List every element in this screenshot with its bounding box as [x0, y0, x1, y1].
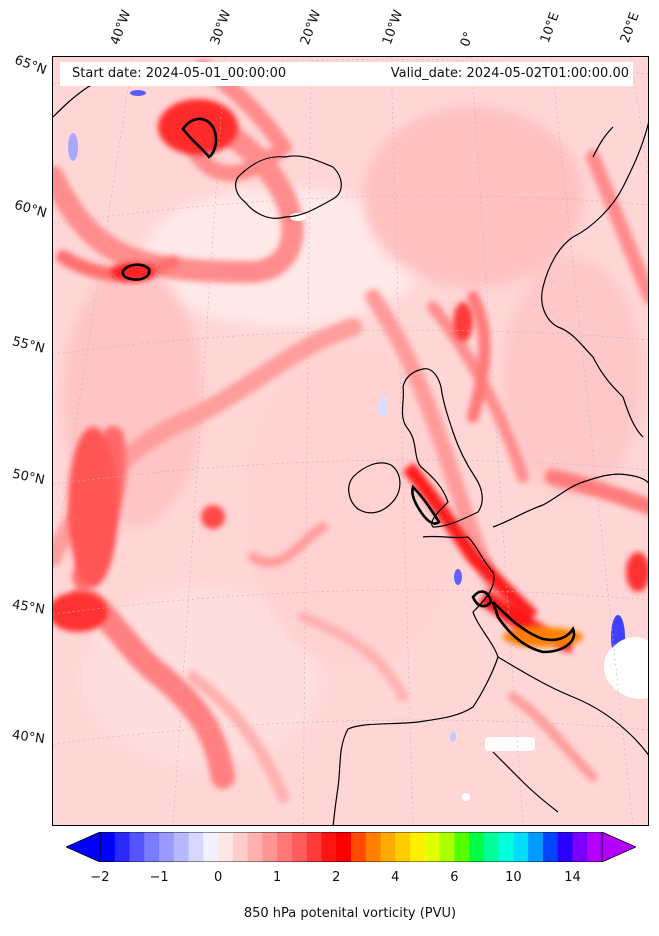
pv-field-map — [53, 57, 648, 825]
colorbar-tick-label: 10 — [505, 870, 522, 885]
great-britain-coast — [401, 368, 483, 528]
colorbar-tick-label: 2 — [332, 870, 341, 885]
colorbar-cell — [469, 832, 485, 862]
colorbar-tick-label: 14 — [564, 870, 581, 885]
colorbar-cell — [232, 832, 249, 862]
colorbar-cell — [306, 832, 322, 862]
colorbar-max-extend — [601, 832, 636, 862]
lon-label-0: 0° — [457, 29, 478, 49]
colorbar-cell — [557, 832, 573, 862]
colorbar-cell — [203, 832, 219, 862]
masked-terrain — [290, 213, 648, 801]
scandinavia-coast — [541, 122, 648, 438]
lon-label-10e: 10°E — [537, 10, 563, 46]
colorbar-cell — [129, 832, 145, 862]
colorbar-cell — [587, 832, 603, 862]
colorbar-cell — [410, 832, 426, 862]
colorbar-tick-label: −1 — [149, 870, 169, 885]
colorbar-cell — [380, 832, 396, 862]
mediterranean-coast — [497, 656, 648, 756]
colorbar-cell — [483, 832, 500, 862]
lat-label-50n: 50°N — [10, 466, 46, 489]
colorbar-cell — [498, 832, 514, 862]
colorbar-cell — [528, 832, 544, 862]
colorbar-cell — [513, 832, 529, 862]
lat-label-45n: 45°N — [10, 597, 46, 618]
colorbar-cell — [144, 832, 160, 862]
colorbar-outline — [99, 832, 603, 862]
colorbar-cell — [351, 832, 367, 862]
lat-label-65n: 65°N — [12, 52, 49, 79]
colorbar-cell — [100, 832, 116, 862]
colorbar-cell — [454, 832, 470, 862]
colorbar-cell — [572, 832, 588, 862]
header-banner: Start date: 2024-05-01_00:00:00 Valid_da… — [60, 62, 633, 86]
map-panel[interactable] — [52, 56, 649, 826]
colorbar-cell — [114, 832, 131, 862]
coastlines — [53, 76, 648, 825]
colorbar-cell — [262, 832, 278, 862]
lon-label-40w: 40°W — [107, 8, 135, 47]
lon-label-30w: 30°W — [207, 8, 235, 47]
colorbar-tick-label: −2 — [90, 870, 110, 885]
colorbar-title: 850 hPa potenital vorticity (PVU) — [243, 906, 457, 921]
colorbar — [66, 832, 636, 862]
lat-label-60n: 60°N — [12, 197, 49, 222]
colorbar-cell — [159, 832, 175, 862]
colorbar-cell — [365, 832, 382, 862]
lon-label-10w: 10°W — [379, 8, 407, 47]
lon-label-20e: 20°E — [617, 10, 643, 46]
colorbar-min-extend — [66, 832, 101, 862]
colorbar-cell — [247, 832, 263, 862]
lat-label-55n: 55°N — [10, 334, 47, 357]
colorbar-cell — [542, 832, 559, 862]
colorbar-tick-label: 4 — [391, 870, 400, 885]
start-date-label: Start date: 2024-05-01_00:00:00 — [72, 66, 287, 81]
colorbar-cell — [173, 832, 190, 862]
colorbar-cell — [321, 832, 337, 862]
france-iberia-coast — [332, 535, 499, 825]
colorbar-cell — [395, 832, 411, 862]
colorbar-tick-label: 1 — [273, 870, 282, 885]
north-sea-coast — [492, 473, 648, 528]
colorbar-cell — [188, 832, 204, 862]
colorbar-tick-label: 0 — [213, 870, 223, 885]
lon-label-20w: 20°W — [297, 8, 325, 47]
colorbar-cell — [424, 832, 441, 862]
iceland-coast — [235, 155, 342, 219]
colorbar-cell — [277, 832, 293, 862]
colorbar-cell — [218, 832, 234, 862]
colorbar-cell — [291, 832, 308, 862]
colorbar-cell — [439, 832, 455, 862]
colorbar-tick-label: 6 — [450, 870, 459, 885]
colorbar-cell — [336, 832, 352, 862]
ireland-coast — [348, 462, 401, 514]
colorbar-cells — [100, 832, 603, 862]
pv-2-contours — [121, 117, 576, 654]
lat-label-40n: 40°N — [11, 727, 46, 748]
valid-date-label: Valid_date: 2024-05-02T01:00:00.00 — [390, 66, 629, 81]
